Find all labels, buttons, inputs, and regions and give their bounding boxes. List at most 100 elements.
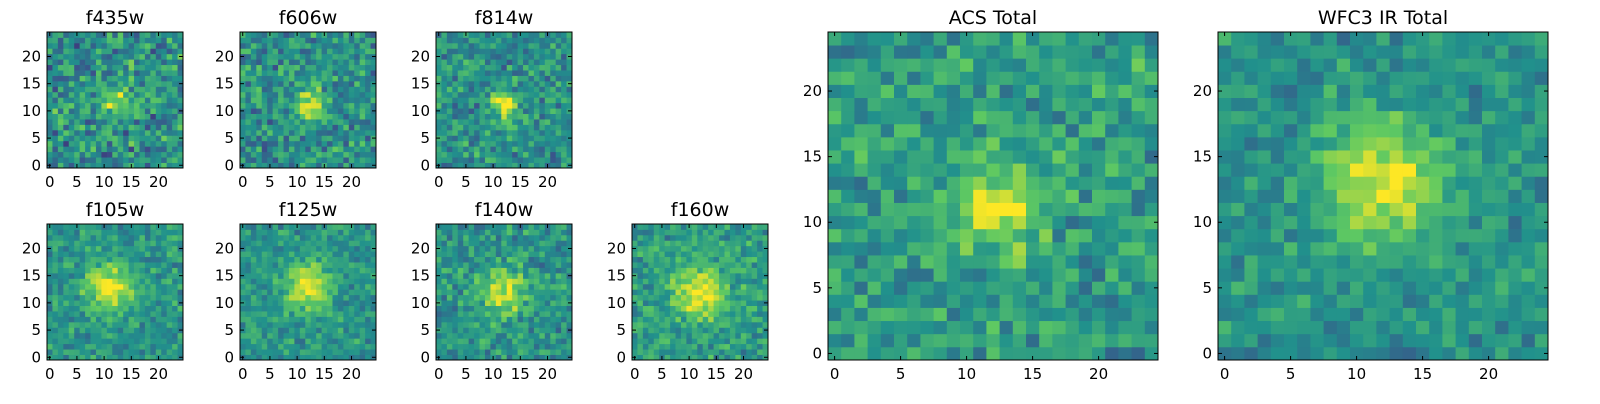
heatmap-cell xyxy=(343,240,349,246)
heatmap-cell xyxy=(665,306,671,312)
heatmap-cell xyxy=(74,157,80,163)
heatmap-cell xyxy=(960,229,974,243)
heatmap-cell xyxy=(69,141,75,147)
heatmap-cell xyxy=(74,141,80,147)
heatmap-cell xyxy=(648,327,654,333)
heatmap-cell xyxy=(134,295,140,301)
heatmap-cell xyxy=(561,273,567,279)
heatmap-cell xyxy=(441,114,447,120)
heatmap-cell xyxy=(294,124,300,130)
heatmap-cell xyxy=(436,333,442,339)
heatmap-cell xyxy=(349,86,355,92)
heatmap-cell xyxy=(1039,216,1053,230)
heatmap-cell xyxy=(332,76,338,82)
heatmap-cell xyxy=(256,43,262,49)
heatmap-cell xyxy=(338,76,344,82)
heatmap-cell xyxy=(523,322,529,328)
y-tick-label: 10 xyxy=(22,102,41,120)
heatmap-cell xyxy=(447,240,453,246)
heatmap-cell xyxy=(480,316,486,322)
heatmap-cell xyxy=(322,108,328,114)
heatmap-cell xyxy=(474,240,480,246)
heatmap-cell xyxy=(294,152,300,158)
heatmap-cell xyxy=(278,54,284,60)
heatmap-cell xyxy=(507,92,513,98)
heatmap-cell xyxy=(267,278,273,284)
heatmap-cell xyxy=(474,157,480,163)
heatmap-cell xyxy=(69,240,75,246)
heatmap-cell xyxy=(523,97,529,103)
heatmap-cell xyxy=(545,306,551,312)
heatmap-cell xyxy=(80,344,86,350)
heatmap-cell xyxy=(251,43,257,49)
heatmap-cell xyxy=(156,130,162,136)
heatmap-cell xyxy=(469,97,475,103)
heatmap-cell xyxy=(80,224,86,230)
heatmap-cell xyxy=(637,344,643,350)
heatmap-cell xyxy=(1079,294,1093,308)
heatmap-cell xyxy=(539,327,545,333)
heatmap-cell xyxy=(96,48,102,54)
heatmap-cell xyxy=(129,338,135,344)
heatmap-cell xyxy=(757,316,763,322)
heatmap-cell xyxy=(654,306,660,312)
heatmap-cell xyxy=(545,48,551,54)
heatmap-cell xyxy=(469,86,475,92)
heatmap-cell xyxy=(63,37,69,43)
heatmap-cell xyxy=(561,316,567,322)
heatmap-cell xyxy=(1079,334,1093,348)
heatmap-cell xyxy=(757,257,763,263)
heatmap-cell xyxy=(91,278,97,284)
heatmap-cell xyxy=(256,70,262,76)
x-tick-label: 5 xyxy=(72,173,82,191)
heatmap-cell xyxy=(854,294,868,308)
heatmap-cell xyxy=(322,103,328,109)
heatmap-cell xyxy=(1118,294,1132,308)
heatmap-cell xyxy=(289,235,295,241)
heatmap-cell xyxy=(757,300,763,306)
heatmap-cell xyxy=(58,338,64,344)
heatmap-cell xyxy=(501,257,507,263)
heatmap-cell xyxy=(262,268,268,274)
heatmap-cell xyxy=(550,300,556,306)
heatmap-cell xyxy=(556,278,562,284)
heatmap-cell xyxy=(289,349,295,355)
heatmap-cell xyxy=(338,70,344,76)
heatmap-cell xyxy=(1000,255,1014,269)
heatmap-cell xyxy=(550,257,556,263)
heatmap-cell xyxy=(311,333,317,339)
heatmap-cell xyxy=(343,48,349,54)
heatmap-cell xyxy=(322,152,328,158)
heatmap-cell xyxy=(681,295,687,301)
heatmap-cell xyxy=(365,59,371,65)
heatmap-cell xyxy=(556,251,562,257)
heatmap-cell xyxy=(360,268,366,274)
heatmap-cell xyxy=(365,289,371,295)
heatmap-cell xyxy=(69,273,75,279)
heatmap-cell xyxy=(490,316,496,322)
heatmap-cell xyxy=(172,284,178,290)
heatmap-cell xyxy=(496,97,502,103)
heatmap-cell xyxy=(63,322,69,328)
heatmap-cell xyxy=(463,278,469,284)
heatmap-cell xyxy=(757,333,763,339)
heatmap-cell xyxy=(447,333,453,339)
heatmap-cell xyxy=(934,229,948,243)
heatmap-cell xyxy=(1039,347,1053,361)
heatmap-cell xyxy=(528,32,534,38)
heatmap-cell xyxy=(69,311,75,317)
heatmap-cell xyxy=(474,103,480,109)
heatmap-cell xyxy=(436,240,442,246)
heatmap-cell xyxy=(868,163,882,177)
heatmap-cell xyxy=(123,240,129,246)
heatmap-cell xyxy=(167,146,173,152)
heatmap-cell xyxy=(436,278,442,284)
heatmap-cell xyxy=(338,124,344,130)
heatmap-cell xyxy=(343,135,349,141)
heatmap-cell xyxy=(528,81,534,87)
heatmap-cell xyxy=(539,54,545,60)
heatmap-cell xyxy=(637,251,643,257)
heatmap-cell xyxy=(294,146,300,152)
heatmap-cell xyxy=(134,246,140,252)
heatmap-cell xyxy=(172,103,178,109)
